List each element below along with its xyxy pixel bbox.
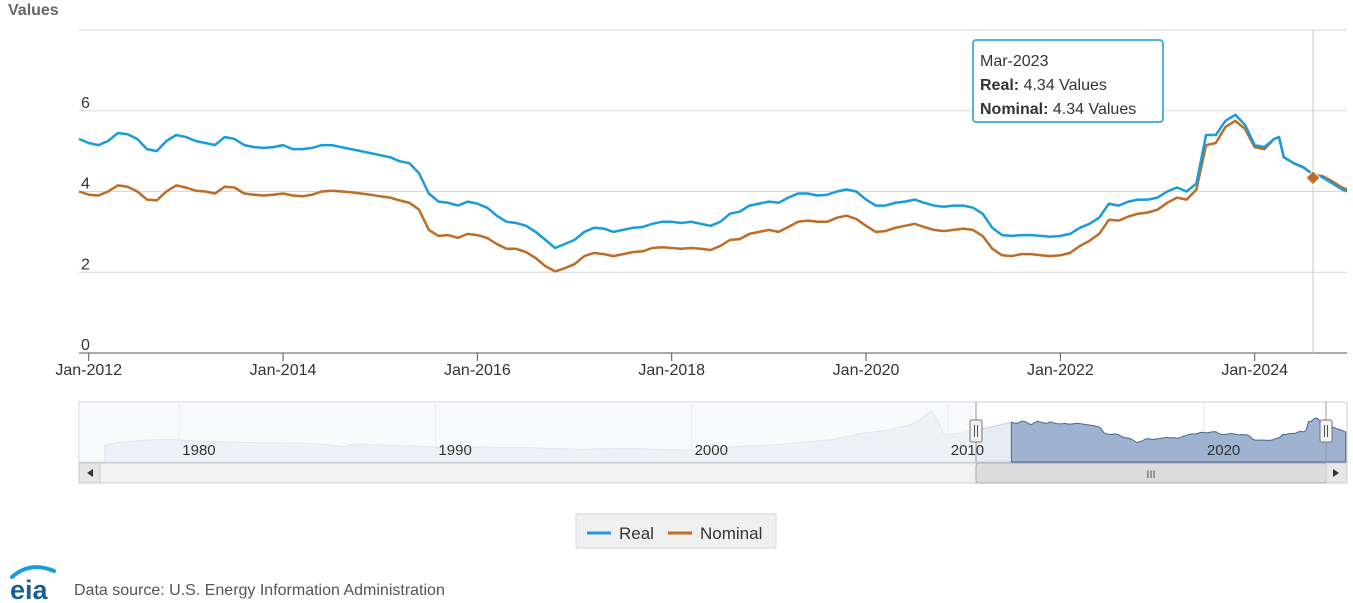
x-tick-label: Jan-2024 — [1221, 362, 1288, 379]
y-tick-label: 2 — [81, 256, 90, 273]
legend: Real Nominal — [575, 513, 777, 549]
data-source-note: Data source: U.S. Energy Information Adm… — [74, 582, 445, 599]
x-tick-label: Jan-2014 — [250, 362, 317, 379]
navigator-mask-left — [79, 402, 976, 462]
navigator-label: 2010 — [951, 442, 984, 459]
tooltip-nominal-value: 4.34 Values — [1053, 101, 1136, 118]
series-line-nominal[interactable] — [78, 119, 1348, 273]
scroll-left-button[interactable] — [78, 462, 101, 484]
tooltip-nominal-row: Nominal: 4.34 Values — [980, 101, 1136, 118]
x-tick-label: Jan-2016 — [444, 362, 511, 379]
series-lines — [78, 113, 1348, 273]
scroll-right-button[interactable] — [1325, 462, 1348, 484]
range-navigator[interactable]: 1980 1990 2000 2010 2020 — [78, 401, 1348, 463]
navigator-left-handle[interactable] — [969, 419, 983, 443]
tooltip-marker[interactable] — [1305, 170, 1321, 186]
navigator-label: 1980 — [182, 442, 215, 459]
series-line-real[interactable] — [78, 113, 1348, 250]
tooltip-nominal-label: Nominal: — [980, 101, 1048, 118]
tooltip-real-label: Real: — [980, 77, 1019, 94]
eia-logo: eia — [10, 565, 56, 603]
x-tick-label: Jan-2018 — [638, 362, 705, 379]
navigator-label: 2020 — [1207, 442, 1240, 459]
arrow-left-icon — [87, 469, 93, 477]
tooltip-real-value: 4.34 Values — [1024, 77, 1107, 94]
legend-box — [575, 513, 777, 549]
scrollbar[interactable]: III — [78, 462, 1348, 484]
scrollbar-grip: III — [1146, 469, 1155, 481]
tooltip: Mar-2023 Real: 4.34 Values Nominal: 4.34… — [972, 39, 1164, 123]
tooltip-real-row: Real: 4.34 Values — [980, 77, 1107, 94]
y-tick-label: 4 — [81, 176, 90, 193]
navigator-label: 1990 — [438, 442, 471, 459]
tooltip-date: Mar-2023 — [980, 53, 1049, 70]
navigator-right-handle[interactable] — [1319, 419, 1333, 443]
arrow-right-icon — [1333, 469, 1339, 477]
x-tick-label: Jan-2022 — [1027, 362, 1094, 379]
tooltip-box — [972, 39, 1164, 123]
legend-item-nominal[interactable]: Nominal — [668, 524, 762, 543]
legend-label-real: Real — [619, 524, 654, 543]
x-tick-label: Jan-2020 — [833, 362, 900, 379]
logo-text: eia — [10, 575, 49, 603]
navigator-selected-area — [1010, 417, 1347, 463]
x-tick-labels: Jan-2012 Jan-2014 Jan-2016 Jan-2018 Jan-2020… — [55, 353, 1288, 379]
y-tick-label: 6 — [81, 95, 90, 112]
y-tick-label: 0 — [81, 337, 90, 354]
legend-item-real[interactable]: Real — [587, 524, 654, 543]
legend-label-nominal: Nominal — [700, 524, 762, 543]
y-tick-labels: 0 2 4 6 — [81, 95, 90, 354]
x-tick-label: Jan-2012 — [55, 362, 122, 379]
y-axis-title: Values — [8, 2, 59, 19]
navigator-label: 2000 — [695, 442, 728, 459]
